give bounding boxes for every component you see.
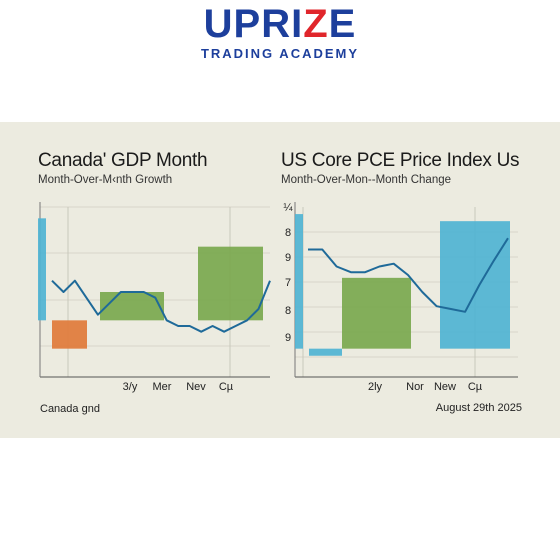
chart-2-subtitle: Month-Over-Mon‑-Month Change — [281, 174, 452, 186]
x-tick-label: 2ly — [368, 381, 383, 393]
logo-tagline: TRADING ACADEMY — [200, 46, 360, 61]
bar — [295, 214, 303, 349]
x-tick-label: 3/y — [123, 381, 138, 393]
bar — [309, 348, 342, 356]
x-tick-label: Nor — [406, 381, 424, 393]
y-tick-label: 7 — [285, 277, 291, 289]
y-tick-label: 9 — [285, 252, 291, 264]
footer-left: Canada gnd — [40, 403, 100, 415]
chart-1-subtitle: Month-Over-M‹nth Growth — [38, 174, 173, 186]
y-tick-label: ¼ — [283, 202, 293, 214]
y-tick-label: 8 — [285, 227, 291, 239]
x-tick-label: Cµ — [219, 381, 234, 393]
series-line — [51, 279, 271, 333]
series-line — [308, 237, 509, 313]
footer-right: August 29th 2025 — [435, 402, 522, 414]
chart-1-title: Canada' GDP Month — [38, 150, 208, 171]
logo-word-mid: Z — [303, 2, 329, 46]
brand-logo: UPRIZE TRADING ACADEMY — [0, 0, 560, 80]
logo-word-left: UPRI — [203, 2, 304, 46]
x-tick-label: New — [434, 381, 456, 393]
bar — [342, 277, 411, 349]
logo-word-right: E — [328, 2, 357, 46]
x-tick-label: Cµ — [468, 381, 483, 393]
chart-2: 2ly Nor New Cµ ¼ 8 9 7 8 9 — [283, 202, 518, 393]
charts-panel: Canada' GDP Month Month-Over-M‹nth Growt… — [0, 122, 560, 438]
bar — [38, 218, 46, 321]
chart-1: 3/y Mer Nev Cµ — [38, 202, 271, 393]
bar — [198, 246, 263, 321]
bar — [440, 221, 510, 349]
chart-2-title: US Core PCE Price Index Us — [281, 150, 520, 171]
bar — [52, 320, 87, 349]
logo-wordmark: UPRIZE — [0, 2, 560, 47]
y-tick-label: 8 — [285, 305, 291, 317]
x-tick-label: Mer — [153, 381, 172, 393]
x-tick-label: Nev — [186, 381, 206, 393]
y-tick-label: 9 — [285, 332, 291, 344]
